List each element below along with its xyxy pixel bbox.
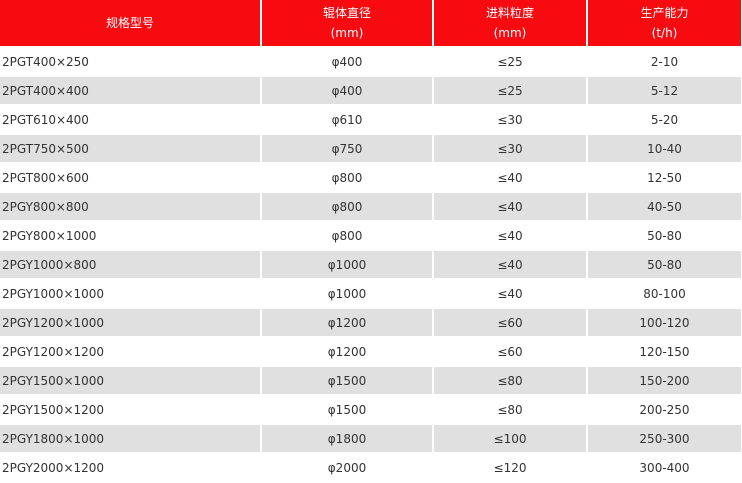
table-cell: φ400 xyxy=(261,47,434,77)
header-unit: (t/h) xyxy=(651,26,678,40)
table-row: 2PGY1500×1000 φ1500 ≤80 150-200 xyxy=(0,366,742,396)
table-cell: 50-80 xyxy=(587,221,742,251)
header-unit: (mm) xyxy=(330,26,364,40)
table-cell: ≤40 xyxy=(433,250,588,280)
table-cell: ≤40 xyxy=(433,163,588,193)
table-row: 2PGY800×800 φ800 ≤40 40-50 xyxy=(0,192,742,222)
header-title: 辊体直径 xyxy=(322,6,371,20)
table-cell: φ800 xyxy=(261,163,434,193)
table-cell: ≤60 xyxy=(433,308,588,338)
header-title: 规格型号 xyxy=(105,16,154,30)
table-row: 2PGY1000×800 φ1000 ≤40 50-80 xyxy=(0,250,742,280)
table-cell: ≤25 xyxy=(433,47,588,77)
table-cell: φ1500 xyxy=(261,395,434,425)
table-cell: φ1000 xyxy=(261,279,434,309)
table-cell: 2PGY1000×1000 xyxy=(0,279,262,309)
table-cell: ≤80 xyxy=(433,366,588,396)
table-row: 2PGY1500×1200 φ1500 ≤80 200-250 xyxy=(0,395,742,425)
column-header: 规格型号 xyxy=(0,0,262,48)
table-cell: φ1200 xyxy=(261,337,434,367)
table-cell: ≤100 xyxy=(433,424,588,454)
table-cell: 300-400 xyxy=(587,453,742,483)
table-cell: ≤30 xyxy=(433,134,588,164)
table-row: 2PGY1800×1000 φ1800 ≤100 250-300 xyxy=(0,424,742,454)
table-cell: ≤30 xyxy=(433,105,588,135)
table-cell: 150-200 xyxy=(587,366,742,396)
header-title: 生产能力 xyxy=(640,6,689,20)
table-cell: ≤40 xyxy=(433,221,588,251)
header-title: 进料粒度 xyxy=(485,6,534,20)
table-cell: 250-300 xyxy=(587,424,742,454)
table-cell: ≤60 xyxy=(433,337,588,367)
table-cell: φ750 xyxy=(261,134,434,164)
table-row: 2PGY1200×1000 φ1200 ≤60 100-120 xyxy=(0,308,742,338)
column-header: 辊体直径 (mm) xyxy=(261,0,434,48)
table-cell: 200-250 xyxy=(587,395,742,425)
table-cell: 2PGT610×400 xyxy=(0,105,262,135)
table-cell: ≤120 xyxy=(433,453,588,483)
table-cell: 2PGY1200×1000 xyxy=(0,308,262,338)
table-row: 2PGT610×400 φ610 ≤30 5-20 xyxy=(0,105,742,135)
table-cell: ≤25 xyxy=(433,76,588,106)
table-row: 2PGT800×600 φ800 ≤40 12-50 xyxy=(0,163,742,193)
table-cell: φ1800 xyxy=(261,424,434,454)
table-cell: 2PGY800×800 xyxy=(0,192,262,222)
table-cell: 2PGY1500×1200 xyxy=(0,395,262,425)
table-cell: 5-12 xyxy=(587,76,742,106)
table-cell: 2PGY800×1000 xyxy=(0,221,262,251)
table-cell: 2PGT800×600 xyxy=(0,163,262,193)
header-row: 规格型号 辊体直径 (mm) 进料粒度 (mm) 生产能力 (t/h) xyxy=(0,0,742,48)
column-header: 进料粒度 (mm) xyxy=(433,0,588,48)
table-cell: φ1000 xyxy=(261,250,434,280)
header-unit: (mm) xyxy=(493,26,527,40)
table-cell: 5-20 xyxy=(587,105,742,135)
table-cell: 50-80 xyxy=(587,250,742,280)
table-cell: 2PGY2000×1200 xyxy=(0,453,262,483)
table-cell: ≤40 xyxy=(433,279,588,309)
table-cell: ≤40 xyxy=(433,192,588,222)
table-cell: 12-50 xyxy=(587,163,742,193)
table-cell: φ400 xyxy=(261,76,434,106)
table-cell: 2PGT750×500 xyxy=(0,134,262,164)
table-cell: 100-120 xyxy=(587,308,742,338)
table-cell: φ1500 xyxy=(261,366,434,396)
table-row: 2PGY1200×1200 φ1200 ≤60 120-150 xyxy=(0,337,742,367)
table-cell: 2-10 xyxy=(587,47,742,77)
table-cell: φ2000 xyxy=(261,453,434,483)
column-header: 生产能力 (t/h) xyxy=(587,0,742,48)
table-cell: 2PGY1800×1000 xyxy=(0,424,262,454)
table-cell: 120-150 xyxy=(587,337,742,367)
table-cell: 2PGY1000×800 xyxy=(0,250,262,280)
table-row: 2PGT400×400 φ400 ≤25 5-12 xyxy=(0,76,742,106)
table-cell: φ800 xyxy=(261,192,434,222)
table-cell: φ800 xyxy=(261,221,434,251)
table-cell: 2PGT400×250 xyxy=(0,47,262,77)
table-cell: φ1200 xyxy=(261,308,434,338)
table-row: 2PGY800×1000 φ800 ≤40 50-80 xyxy=(0,221,742,251)
table-cell: 2PGY1200×1200 xyxy=(0,337,262,367)
table-row: 2PGT750×500 φ750 ≤30 10-40 xyxy=(0,134,742,164)
table-cell: ≤80 xyxy=(433,395,588,425)
table-cell: φ610 xyxy=(261,105,434,135)
table-row: 2PGT400×250 φ400 ≤25 2-10 xyxy=(0,47,742,77)
table-row: 2PGY2000×1200 φ2000 ≤120 300-400 xyxy=(0,453,742,483)
table-cell: 80-100 xyxy=(587,279,742,309)
table-cell: 2PGY1500×1000 xyxy=(0,366,262,396)
table-cell: 2PGT400×400 xyxy=(0,76,262,106)
table-row: 2PGY1000×1000 φ1000 ≤40 80-100 xyxy=(0,279,742,309)
table-cell: 10-40 xyxy=(587,134,742,164)
table-cell: 40-50 xyxy=(587,192,742,222)
